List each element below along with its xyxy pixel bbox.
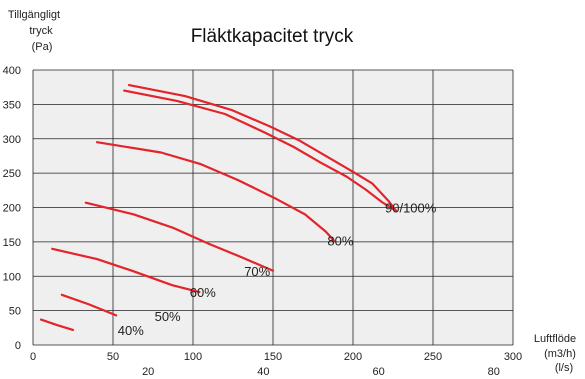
secondary-x-tick-label: 80 <box>488 366 500 378</box>
secondary-x-tick-label: 20 <box>142 366 154 378</box>
series-label: 50% <box>155 309 181 324</box>
x-tick-label: 0 <box>30 351 36 363</box>
series-line <box>39 318 75 331</box>
y-tick-label: 400 <box>3 65 21 77</box>
series-line <box>95 141 335 242</box>
y-tick-label: 100 <box>3 271 21 283</box>
x-tick-label: 100 <box>184 351 202 363</box>
y-axis-label-line-1: Tillgängligt <box>8 9 60 21</box>
y-tick-label: 200 <box>3 203 21 215</box>
series-label: 90/100% <box>385 201 437 216</box>
series-line <box>123 89 395 210</box>
x-axis-label-line-3: (l/s) <box>555 362 573 374</box>
y-tick-label: 50 <box>9 306 21 318</box>
x-tick-label: 200 <box>344 351 362 363</box>
grid <box>32 69 514 346</box>
y-tick-label: 150 <box>3 237 21 249</box>
x-axis-ticks: 0 50 100 150 200 250 300 <box>30 351 522 363</box>
chart-title: Fläktkapacitet tryck <box>191 26 354 47</box>
secondary-x-tick-label: 60 <box>372 366 384 378</box>
y-axis-label-line-2: tryck <box>29 25 53 37</box>
y-tick-label: 250 <box>3 168 21 180</box>
series-label: 40% <box>118 323 144 338</box>
y-axis-label-line-3: (Pa) <box>32 41 53 53</box>
y-tick-label: 350 <box>3 99 21 111</box>
series-line <box>51 247 201 294</box>
series-label: 60% <box>190 285 216 300</box>
series-line <box>84 201 275 272</box>
x-axis-label-line-2: (m3/h) <box>544 348 576 360</box>
series-line <box>127 83 398 212</box>
x-tick-label: 50 <box>107 351 119 363</box>
x-tick-label: 150 <box>264 351 282 363</box>
x-tick-label: 250 <box>424 351 442 363</box>
x-axis-label-line-1: Luftflöde <box>534 333 576 345</box>
series-label: 70% <box>244 264 270 279</box>
series-line <box>60 293 118 317</box>
y-tick-label: 0 <box>15 340 21 352</box>
secondary-x-axis-ticks: 20 40 60 80 <box>142 366 500 378</box>
series-labels: 40% 50% 60% 70% 80% 90/100% <box>118 201 437 338</box>
series-lines <box>39 83 398 331</box>
y-axis-ticks: 0 50 100 150 200 250 300 350 400 <box>3 65 21 352</box>
secondary-x-tick-label: 40 <box>257 366 269 378</box>
y-tick-label: 300 <box>3 134 21 146</box>
x-tick-label: 300 <box>504 351 522 363</box>
series-label: 80% <box>327 234 353 249</box>
